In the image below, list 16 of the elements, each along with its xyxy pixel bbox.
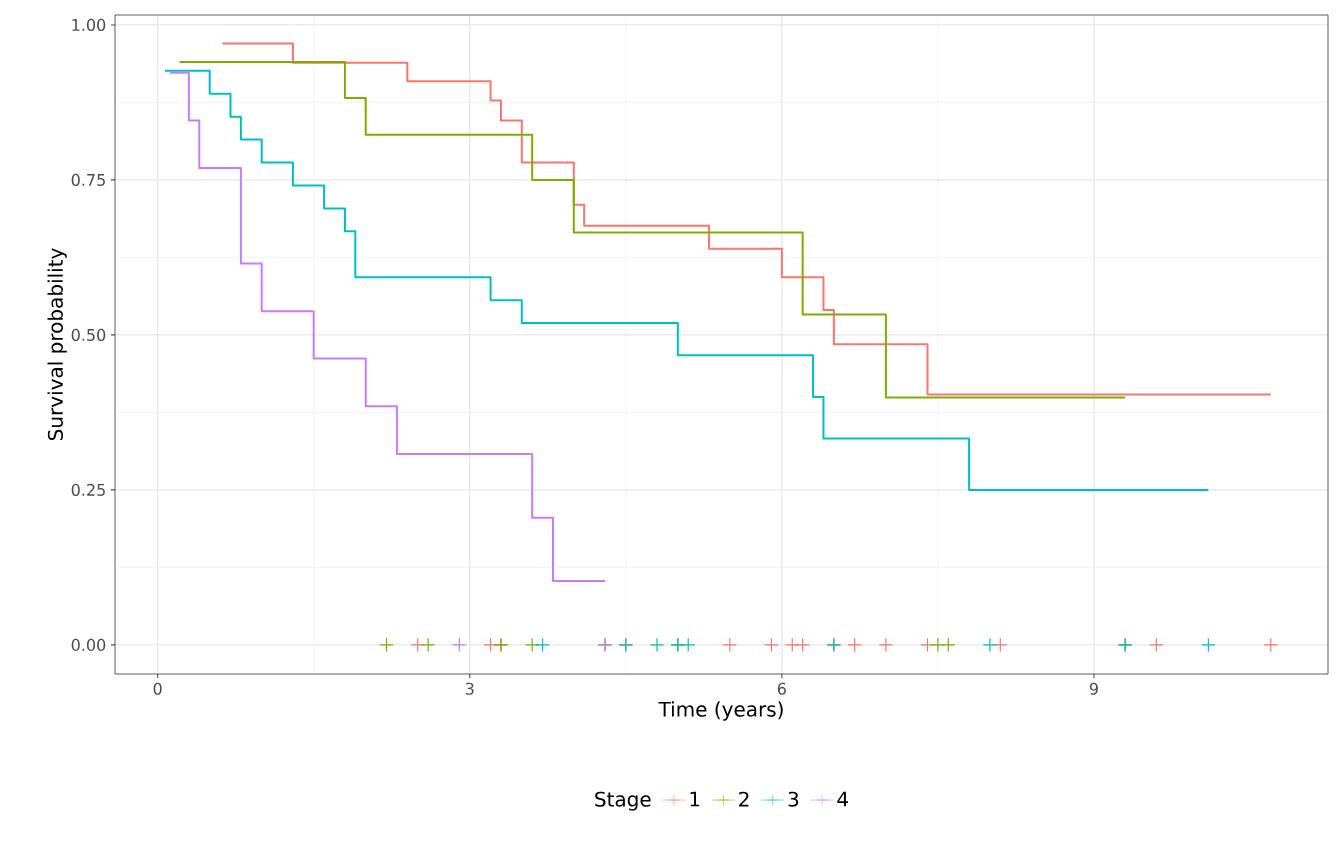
y-tick-label: 0.00 — [71, 638, 106, 651]
legend-label: 1 — [690, 791, 700, 807]
y-axis-title: Survival probability — [47, 248, 67, 441]
y-tick-label: 1.00 — [72, 18, 106, 31]
legend-label: 3 — [788, 791, 799, 807]
x-axis-title: Time (years) — [658, 701, 783, 721]
x-tick-label: 9 — [1089, 682, 1098, 695]
x-tick-label: 0 — [153, 682, 162, 695]
y-tick-label: 0.50 — [71, 328, 106, 341]
legend-title: Stage — [595, 791, 651, 811]
legend-label: 4 — [837, 791, 848, 807]
x-tick-label: 3 — [465, 682, 474, 695]
legend-label: 2 — [739, 791, 749, 807]
y-tick-label: 0.25 — [71, 483, 105, 496]
y-tick-label: 0.75 — [71, 173, 105, 186]
x-tick-label: 6 — [777, 682, 786, 695]
